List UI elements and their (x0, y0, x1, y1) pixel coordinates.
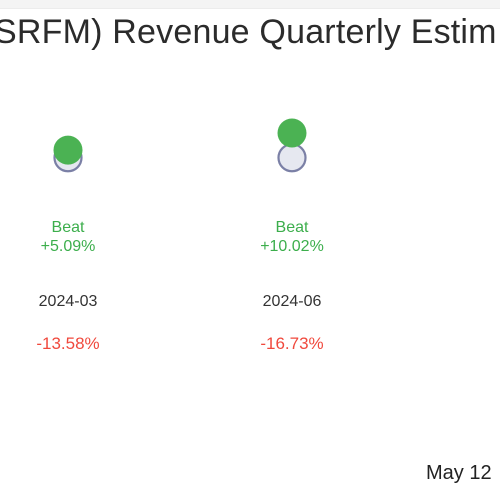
chart-title: SRFM) Revenue Quarterly Estim (0, 13, 497, 51)
quarter-label: 2024-03 (39, 293, 98, 310)
actual-point (53, 135, 83, 165)
estimate-point (277, 143, 307, 173)
yoy-change-label: -16.73% (260, 334, 323, 353)
result-label: Beat (52, 219, 85, 236)
result-label: Beat (276, 219, 309, 236)
quarter-label: 2024-06 (263, 293, 322, 310)
surprise-label: +5.09% (41, 238, 96, 255)
actual-point (277, 118, 307, 148)
top-bar (0, 0, 500, 9)
yoy-change-label: -13.58% (36, 334, 99, 353)
footer-date: May 12 (426, 462, 492, 484)
surprise-label: +10.02% (260, 238, 324, 255)
